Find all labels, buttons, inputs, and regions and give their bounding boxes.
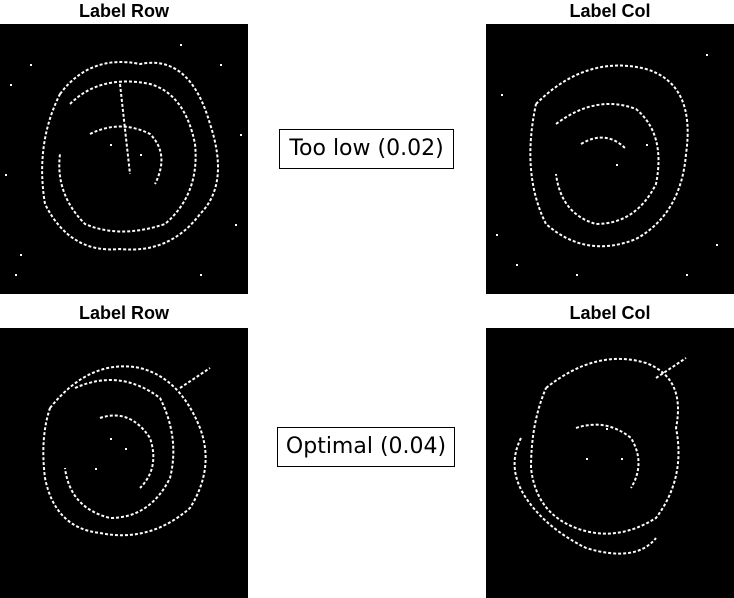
row1-left-edge-image	[0, 24, 248, 294]
row2-left-edge-image	[0, 328, 248, 598]
row2-threshold-label: Optimal (0.04)	[277, 427, 455, 467]
row1-left-title: Label Row	[78, 1, 169, 21]
row2-right-title: Label Col	[569, 303, 651, 323]
row1-threshold-label: Too low (0.02)	[279, 129, 454, 169]
row2-left-title: Label Row	[78, 303, 169, 323]
row1-right-edge-image	[486, 24, 734, 294]
row2-right-edge-image	[486, 328, 734, 598]
row1-right-title: Label Col	[569, 1, 651, 21]
